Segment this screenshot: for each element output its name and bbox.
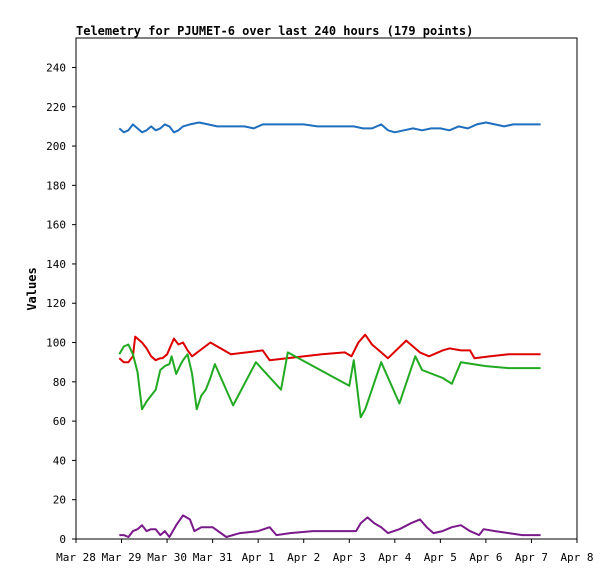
y-tick-label: 200 bbox=[46, 140, 66, 153]
y-tick-label: 140 bbox=[46, 258, 66, 271]
series-line-3 bbox=[118, 343, 541, 419]
x-tick-label: Apr 2 bbox=[287, 551, 320, 564]
x-tick-label: Apr 7 bbox=[515, 551, 548, 564]
x-tick-label: Apr 6 bbox=[469, 551, 502, 564]
y-tick-label: 240 bbox=[46, 61, 66, 74]
x-tick-label: Mar 29 bbox=[102, 551, 142, 564]
x-tick-label: Apr 8 bbox=[560, 551, 593, 564]
series-line-2 bbox=[118, 333, 541, 364]
series-line-4 bbox=[119, 514, 541, 538]
x-tick-label: Apr 5 bbox=[424, 551, 457, 564]
x-tick-label: Apr 4 bbox=[378, 551, 411, 564]
y-tick-label: 220 bbox=[46, 101, 66, 114]
x-tick-label: Mar 30 bbox=[147, 551, 187, 564]
y-tick-label: 80 bbox=[53, 376, 66, 389]
series-lines bbox=[118, 121, 541, 538]
y-tick-label: 160 bbox=[46, 219, 66, 232]
x-tick-label: Mar 28 bbox=[56, 551, 96, 564]
series-line-1 bbox=[118, 121, 541, 134]
x-axis-ticks: Mar 28 Mar 29 Mar 30 Mar 31 Apr 1 Apr 2 Apr 3 A… bbox=[56, 539, 594, 564]
plot-frame bbox=[75, 37, 578, 540]
y-axis-label: Values bbox=[25, 267, 39, 310]
x-tick-label: Apr 3 bbox=[333, 551, 366, 564]
y-tick-label: 0 bbox=[59, 533, 66, 546]
y-tick-label: 20 bbox=[53, 494, 66, 507]
chart-title: Telemetry for PJUMET-6 over last 240 hou… bbox=[76, 24, 473, 38]
y-tick-label: 40 bbox=[53, 454, 66, 467]
y-tick-label: 180 bbox=[46, 179, 66, 192]
y-tick-label: 60 bbox=[53, 415, 66, 428]
y-axis-ticks: 0 20 40 60 80 100 120 140 160 180 200 220 240 bbox=[46, 61, 76, 546]
x-tick-label: Apr 1 bbox=[242, 551, 275, 564]
y-tick-label: 100 bbox=[46, 337, 66, 350]
x-tick-label: Mar 31 bbox=[193, 551, 233, 564]
y-tick-label: 120 bbox=[46, 297, 66, 310]
